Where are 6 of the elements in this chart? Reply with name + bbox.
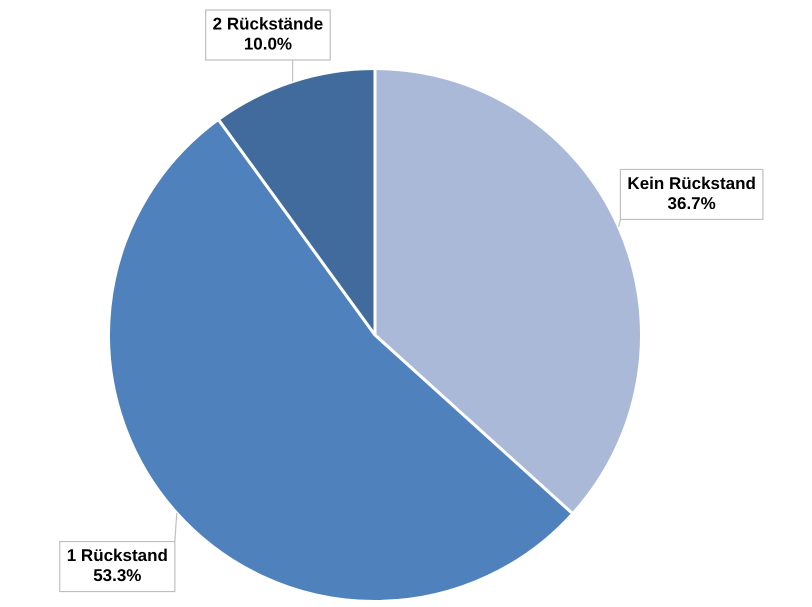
- data-label: 36.7%: [668, 194, 716, 214]
- slice-label: 2 Rückstände: [212, 14, 324, 34]
- slice-label: 1 Rückstand: [66, 546, 168, 566]
- slice-label: Kein Rückstand: [627, 174, 756, 194]
- data-label: 53.3%: [93, 566, 142, 586]
- data-label: 10.0%: [244, 34, 292, 54]
